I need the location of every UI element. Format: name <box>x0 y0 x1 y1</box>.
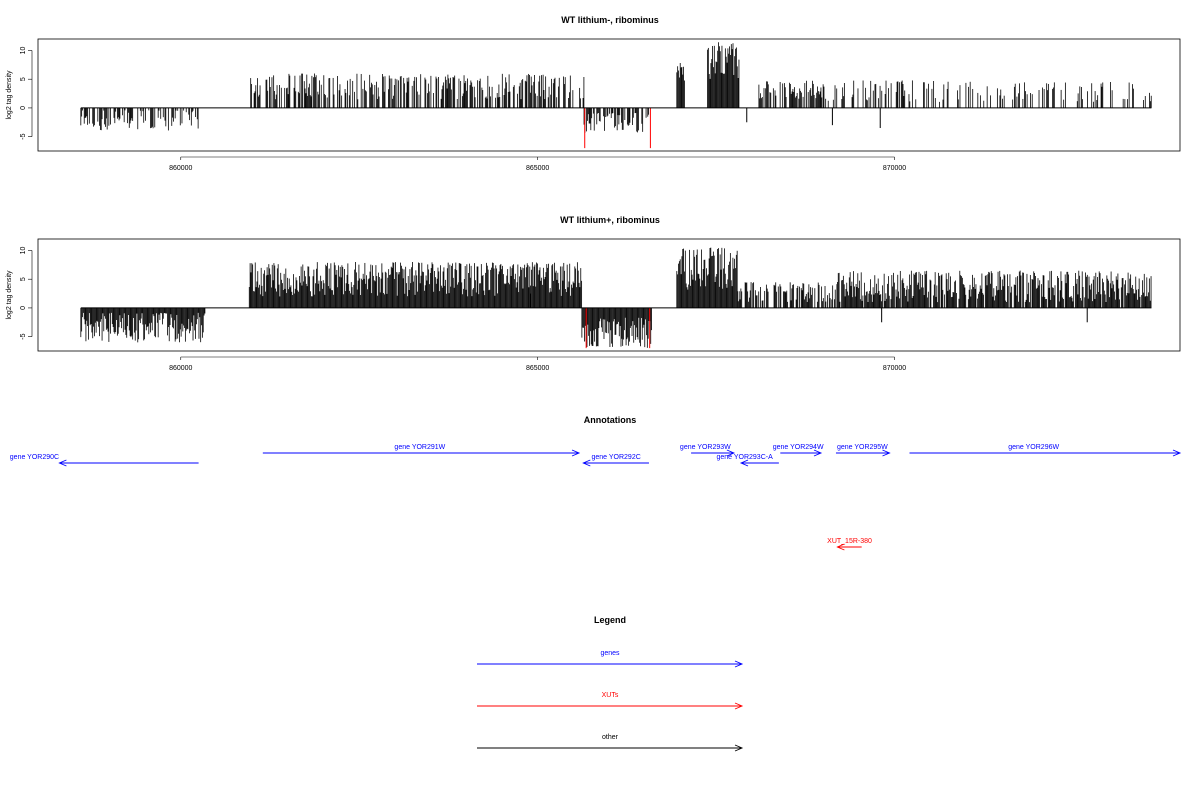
y-tick-label: 5 <box>20 77 27 81</box>
plot-frame <box>37 238 1181 352</box>
legend-entry-xuts: XUTs <box>477 692 744 710</box>
arrowhead <box>836 543 845 551</box>
feature-label: gene YOR296W <box>1008 444 1059 451</box>
x-tick-label: 860000 <box>169 365 192 372</box>
feature-label: gene YOR294W <box>773 444 824 451</box>
arrowhead <box>1172 449 1182 457</box>
y-tick-label: 10 <box>20 46 27 54</box>
feature-label: gene YOR290C <box>10 454 59 461</box>
arrowhead <box>726 449 736 457</box>
y-tick-label: 0 <box>20 106 27 110</box>
x-tick-label: 870000 <box>883 365 906 372</box>
feature-label: gene YOR291W <box>394 444 445 451</box>
arrowhead <box>582 459 591 467</box>
y-axis-label: log2 tag density <box>6 70 13 120</box>
feature-label: XUT_15R-380 <box>827 538 872 545</box>
track-panel-lithium-minus: WT lithium-, ribominus log2 tag density … <box>6 15 1181 172</box>
feature-gene-yor291w: gene YOR291W <box>262 444 581 457</box>
feature-gene-yor293c-a: gene YOR293C-A <box>716 454 779 467</box>
panel-title: WT lithium-, ribominus <box>561 15 659 25</box>
annotations-title: Annotations <box>584 415 637 425</box>
annotations-panel: Annotations gene YOR290C gene YOR291W gene… <box>10 415 1182 551</box>
arrowhead <box>734 744 744 752</box>
legend-entry-other: other <box>477 734 744 752</box>
x-tick-label: 865000 <box>526 365 549 372</box>
arrowhead <box>813 449 823 457</box>
legend-label: genes <box>600 650 620 657</box>
x-tick-label: 870000 <box>883 165 906 172</box>
feature-gene-yor293w: gene YOR293W <box>680 444 736 457</box>
feature-xut_15r-380: XUT_15R-380 <box>827 538 872 551</box>
feature-gene-yor294w: gene YOR294W <box>773 444 824 457</box>
arrowhead <box>734 702 744 710</box>
y-tick-label: -5 <box>20 333 27 339</box>
feature-label: gene YOR292C <box>591 454 640 461</box>
y-tick-label: -5 <box>20 133 27 139</box>
arrowhead <box>58 459 67 467</box>
y-tick-label: 0 <box>20 306 27 310</box>
legend-title: Legend <box>594 615 626 625</box>
y-axis-label: log2 tag density <box>6 270 13 320</box>
track-panel-lithium-plus: WT lithium+, ribominus log2 tag density … <box>6 215 1181 372</box>
y-tick-label: 10 <box>20 246 27 254</box>
feature-gene-yor295w: gene YOR295W <box>835 444 891 457</box>
feature-gene-yor292c: gene YOR292C <box>582 454 649 467</box>
feature-gene-yor296w: gene YOR296W <box>909 444 1182 457</box>
arrowhead <box>734 660 744 668</box>
legend-label: XUTs <box>602 692 619 699</box>
arrowhead <box>882 449 891 457</box>
feature-label: gene YOR293C-A <box>716 454 773 461</box>
feature-label: gene YOR295W <box>837 444 888 451</box>
legend-label: other <box>602 734 619 741</box>
arrowhead <box>571 449 581 457</box>
y-tick-label: 5 <box>20 277 27 281</box>
panel-title: WT lithium+, ribominus <box>560 215 660 225</box>
arrowhead <box>739 459 749 467</box>
x-tick-label: 860000 <box>169 165 192 172</box>
plot-frame <box>37 38 1181 152</box>
feature-gene-yor290c: gene YOR290C <box>10 454 199 467</box>
x-tick-label: 865000 <box>526 165 549 172</box>
legend-panel: Legend genes XUTs other <box>477 615 744 752</box>
legend-entry-genes: genes <box>477 650 744 668</box>
feature-label: gene YOR293W <box>680 444 731 451</box>
